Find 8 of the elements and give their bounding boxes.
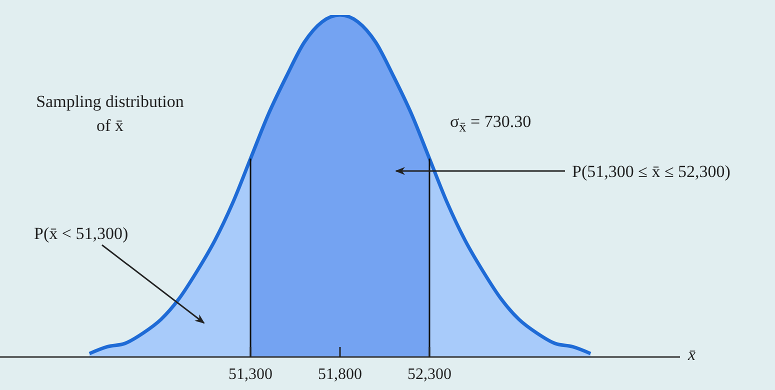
annotation: P(51,300 ≤ x̄ ≤ 52,300)	[572, 161, 732, 183]
x-tick-label: 51,300	[228, 366, 273, 383]
annotation: σ$_{x̄}$ = 730.30	[450, 111, 532, 138]
x-tick-label: 51,800	[318, 366, 362, 383]
x-tick-label: 52,300	[407, 366, 452, 383]
x-axis-title: x̄	[688, 345, 696, 365]
annotation: Sampling distribution of x̄	[35, 91, 185, 137]
annotation: P(x̄ < 51,300)	[34, 223, 130, 245]
